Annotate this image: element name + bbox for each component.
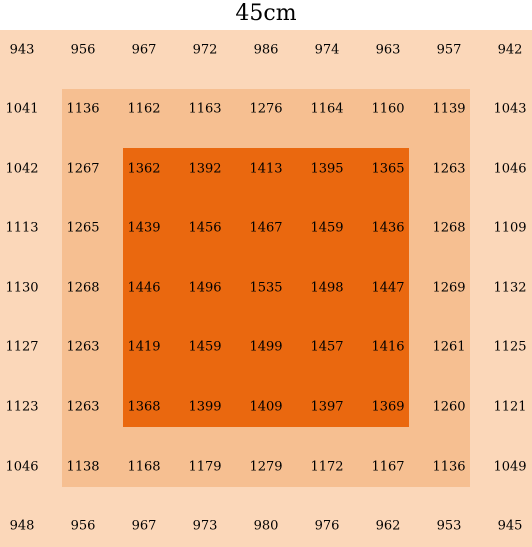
grid-cell: 1261 <box>432 339 466 355</box>
grid-cell: 1164 <box>310 101 344 117</box>
grid-cell: 945 <box>497 518 523 534</box>
grid-cell: 1268 <box>66 280 100 296</box>
grid-cell: 1269 <box>432 280 466 296</box>
grid-cell: 1168 <box>127 459 161 475</box>
grid-cell: 1395 <box>310 161 344 177</box>
grid-cell: 1263 <box>432 161 466 177</box>
grid-cell: 1456 <box>188 220 222 236</box>
grid-cell: 956 <box>70 518 96 534</box>
grid-cell: 1436 <box>371 220 405 236</box>
grid-cell: 943 <box>9 42 35 58</box>
grid-cell: 1267 <box>66 161 100 177</box>
grid-cell: 1136 <box>432 459 466 475</box>
grid-cell: 1042 <box>5 161 39 177</box>
grid-cell: 1369 <box>371 399 405 415</box>
grid-cell: 1263 <box>66 339 100 355</box>
grid-cell: 1447 <box>371 280 405 296</box>
grid-cell: 1265 <box>66 220 100 236</box>
grid-cell: 1132 <box>493 280 527 296</box>
grid-cell: 974 <box>314 42 340 58</box>
grid-cell: 1365 <box>371 161 405 177</box>
grid-cell: 1459 <box>310 220 344 236</box>
grid-cell: 953 <box>436 518 462 534</box>
grid-cell: 1368 <box>127 399 161 415</box>
grid-cell: 1043 <box>493 101 527 117</box>
grid-cell: 1268 <box>432 220 466 236</box>
grid-cell: 1392 <box>188 161 222 177</box>
grid-cell: 1446 <box>127 280 161 296</box>
grid-cell: 1109 <box>493 220 527 236</box>
grid-cell: 1397 <box>310 399 344 415</box>
grid-cell: 1498 <box>310 280 344 296</box>
grid-cell: 967 <box>131 518 157 534</box>
grid-cell: 1049 <box>493 459 527 475</box>
grid-cell: 1535 <box>249 280 283 296</box>
grid-cell: 1459 <box>188 339 222 355</box>
grid-cell: 1130 <box>5 280 39 296</box>
grid-cell: 1046 <box>5 459 39 475</box>
grid-cell: 1457 <box>310 339 344 355</box>
grid-cell: 957 <box>436 42 462 58</box>
grid-cell: 967 <box>131 42 157 58</box>
grid-cell: 948 <box>9 518 35 534</box>
grid-cell: 1362 <box>127 161 161 177</box>
grid-cell: 1419 <box>127 339 161 355</box>
grid-cell: 973 <box>192 518 218 534</box>
grid-cell: 1276 <box>249 101 283 117</box>
grid-cell: 1123 <box>5 399 39 415</box>
grid-cell: 962 <box>375 518 401 534</box>
grid-cell: 1279 <box>249 459 283 475</box>
grid-cell: 1127 <box>5 339 39 355</box>
grid-cell: 956 <box>70 42 96 58</box>
grid-cell: 963 <box>375 42 401 58</box>
grid-cell: 1125 <box>493 339 527 355</box>
grid-cell: 1041 <box>5 101 39 117</box>
grid-cell: 1409 <box>249 399 283 415</box>
inner-zone <box>123 148 409 427</box>
grid-cell: 1496 <box>188 280 222 296</box>
grid-cell: 1467 <box>249 220 283 236</box>
grid-cell: 1260 <box>432 399 466 415</box>
grid-cell: 980 <box>253 518 279 534</box>
grid-cell: 1162 <box>127 101 161 117</box>
grid-cell: 1439 <box>127 220 161 236</box>
grid-cell: 1121 <box>493 399 527 415</box>
grid-cell: 1413 <box>249 161 283 177</box>
grid-cell: 976 <box>314 518 340 534</box>
grid-cell: 1179 <box>188 459 222 475</box>
grid-cell: 1163 <box>188 101 222 117</box>
grid-cell: 1136 <box>66 101 100 117</box>
grid-cell: 1499 <box>249 339 283 355</box>
figure-title: 45cm <box>235 1 297 26</box>
grid-cell: 1172 <box>310 459 344 475</box>
grid-cell: 972 <box>192 42 218 58</box>
grid-cell: 1139 <box>432 101 466 117</box>
grid-cell: 1167 <box>371 459 405 475</box>
grid-cell: 942 <box>497 42 523 58</box>
grid-cell: 986 <box>253 42 279 58</box>
grid-cell: 1138 <box>66 459 100 475</box>
grid-cell: 1113 <box>5 220 39 236</box>
grid-cell: 1263 <box>66 399 100 415</box>
grid-cell: 1046 <box>493 161 527 177</box>
grid-cell: 1416 <box>371 339 405 355</box>
grid-cell: 1160 <box>371 101 405 117</box>
grid-cell: 1399 <box>188 399 222 415</box>
